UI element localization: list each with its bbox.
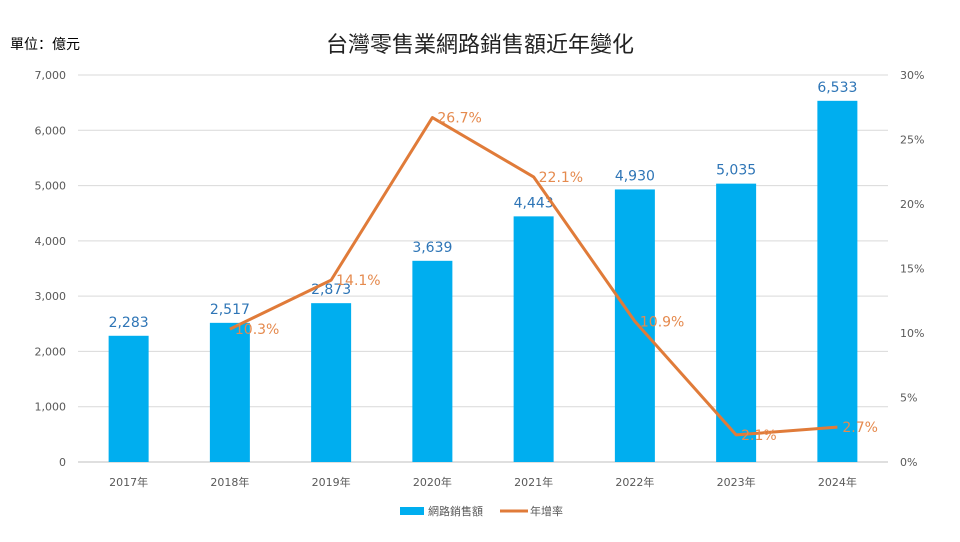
right-tick-label: 20%	[900, 198, 924, 211]
right-tick-label: 0%	[900, 456, 917, 469]
left-tick-label: 3,000	[35, 290, 67, 303]
legend-bar-swatch	[400, 507, 424, 515]
bar-data-label: 4,443	[514, 195, 554, 211]
bar	[412, 260, 453, 462]
line-data-label: 2.7%	[842, 420, 878, 436]
line-data-label: 26.7%	[437, 111, 481, 127]
left-tick-label: 7,000	[35, 69, 67, 82]
right-tick-label: 15%	[900, 263, 924, 276]
bar-data-label: 6,533	[817, 80, 857, 96]
bar-data-label: 4,930	[615, 168, 655, 184]
x-tick-label: 2019年	[312, 475, 351, 489]
unit-label: 單位：億元	[10, 37, 80, 53]
bar	[716, 183, 757, 463]
legend-line-label: 年增率	[530, 504, 563, 518]
bar-data-label: 2,283	[109, 315, 149, 331]
left-tick-label: 1,000	[35, 401, 67, 414]
line-data-label: 10.3%	[235, 322, 279, 338]
left-tick-label: 5,000	[35, 180, 67, 193]
x-tick-label: 2022年	[615, 475, 654, 489]
chart-title: 台灣零售業網路銷售額近年變化	[325, 33, 634, 58]
line-data-label: 2.1%	[741, 428, 777, 444]
x-tick-label: 2017年	[109, 475, 148, 489]
x-tick-label: 2023年	[717, 475, 756, 489]
bar-data-label: 2,517	[210, 302, 250, 318]
right-tick-label: 30%	[900, 69, 924, 82]
line-data-label: 10.9%	[640, 314, 684, 330]
x-tick-label: 2024年	[818, 475, 857, 489]
bar	[311, 303, 352, 462]
bar	[817, 100, 858, 463]
right-tick-label: 25%	[900, 134, 924, 147]
line-data-label: 22.1%	[539, 170, 583, 186]
x-tick-label: 2021年	[514, 475, 553, 489]
left-tick-label: 6,000	[35, 124, 67, 137]
bar-data-label: 5,035	[716, 163, 756, 179]
line-data-label: 14.1%	[336, 273, 380, 289]
bar	[513, 216, 554, 462]
legend-bar-label: 網路銷售額	[428, 504, 483, 518]
bar	[209, 322, 250, 462]
growth-rate-line	[229, 116, 838, 437]
x-tick-label: 2018年	[210, 475, 249, 489]
left-tick-label: 4,000	[35, 235, 67, 248]
left-tick-label: 2,000	[35, 345, 67, 358]
bar	[108, 335, 149, 462]
left-tick-label: 0	[59, 456, 66, 469]
right-tick-label: 5%	[900, 392, 917, 405]
x-tick-label: 2020年	[413, 475, 452, 489]
bar	[614, 189, 655, 463]
right-tick-label: 10%	[900, 327, 924, 340]
bar-data-label: 3,639	[412, 240, 452, 256]
